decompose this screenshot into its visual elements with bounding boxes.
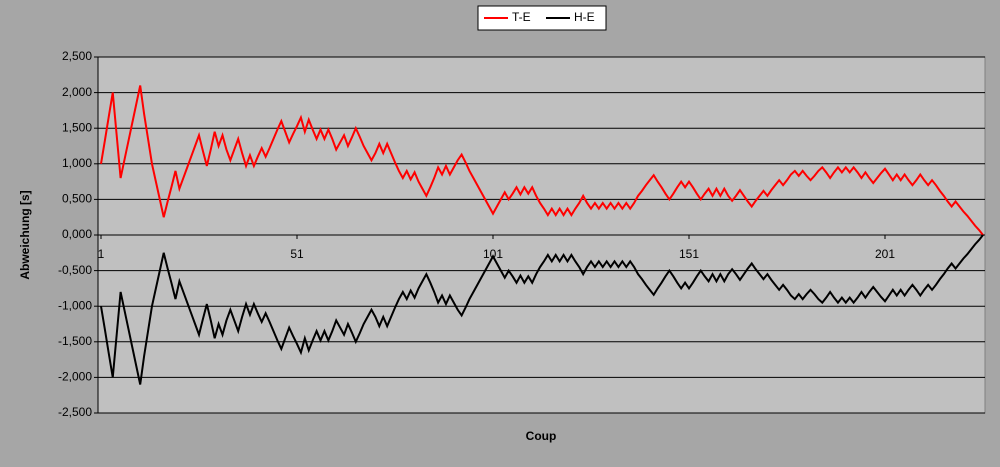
legend-label: H-E [574, 10, 595, 24]
y-tick-label: 1,500 [62, 120, 92, 134]
x-tick-label: 101 [483, 247, 503, 261]
series-line [100, 85, 984, 236]
y-tick-label: -2,000 [58, 370, 92, 384]
y-tick-label: 2,500 [62, 49, 92, 63]
x-tick-label: 201 [875, 247, 895, 261]
y-tick-label: 2,000 [62, 85, 92, 99]
x-tick-label: 151 [679, 247, 699, 261]
series-line [100, 234, 984, 385]
x-tick-label: 51 [290, 247, 304, 261]
y-tick-label: -0,500 [58, 263, 92, 277]
y-tick-label: -1,500 [58, 334, 92, 348]
x-tick-label: 1 [98, 247, 105, 261]
y-tick-label: 1,000 [62, 156, 92, 170]
y-tick-label: -2,500 [58, 405, 92, 419]
x-axis-title: Coup [526, 429, 557, 443]
y-tick-label: -1,000 [58, 298, 92, 312]
y-tick-label: 0,000 [62, 227, 92, 241]
y-axis-title: Abweichung [s] [18, 190, 32, 279]
legend-label: T-E [512, 10, 531, 24]
y-tick-label: 0,500 [62, 192, 92, 206]
